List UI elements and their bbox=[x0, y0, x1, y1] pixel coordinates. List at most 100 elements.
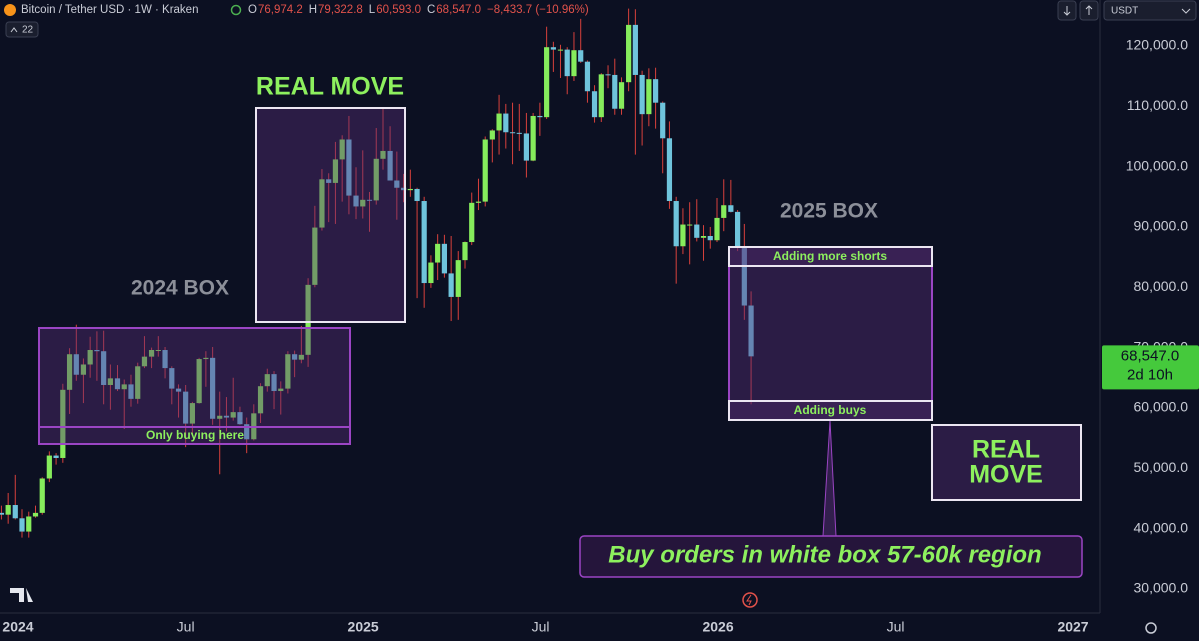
candle-body bbox=[400, 187, 407, 191]
candle-body bbox=[223, 415, 230, 418]
candle-body bbox=[305, 284, 311, 355]
currency: USDT bbox=[1111, 6, 1138, 17]
candle-body bbox=[673, 201, 679, 247]
icon bbox=[746, 594, 752, 606]
candle-body bbox=[121, 384, 127, 390]
y-tick-label: 90,000.0 bbox=[1134, 218, 1189, 234]
legend-key: L bbox=[369, 4, 376, 16]
candle-body bbox=[278, 388, 284, 392]
candle-body bbox=[475, 201, 482, 203]
candle-body bbox=[482, 139, 488, 202]
candle-body bbox=[0, 512, 5, 515]
candle-body bbox=[598, 74, 604, 118]
indicator-count: 22 bbox=[22, 25, 34, 36]
candle-body bbox=[360, 199, 366, 207]
candle-body bbox=[503, 113, 509, 133]
candle-body bbox=[326, 179, 332, 183]
candle-body bbox=[292, 354, 298, 360]
logo bbox=[10, 588, 33, 602]
candle-body bbox=[632, 24, 638, 75]
candle-body bbox=[441, 243, 448, 274]
candle-body bbox=[53, 455, 59, 458]
candle-body bbox=[135, 366, 141, 399]
x-tick-label: 2026 bbox=[702, 619, 733, 635]
candle-body bbox=[741, 246, 747, 306]
candle-body bbox=[523, 133, 529, 161]
currency-dropdown[interactable] bbox=[1103, 0, 1197, 21]
candle-body bbox=[707, 236, 713, 241]
candle-body bbox=[469, 202, 475, 243]
candle-body bbox=[612, 74, 618, 109]
candle-body bbox=[285, 354, 291, 389]
candle-body bbox=[680, 224, 686, 247]
status-icon bbox=[230, 4, 242, 16]
candle-body bbox=[87, 350, 93, 365]
annotations bbox=[38, 107, 1083, 578]
y-tick-label: 40,000.0 bbox=[1134, 519, 1189, 535]
candle-body bbox=[39, 478, 45, 513]
candle-body bbox=[489, 130, 495, 140]
x-tick-label: 2024 bbox=[2, 619, 33, 635]
candle-body bbox=[169, 368, 175, 389]
candle-body bbox=[626, 24, 632, 83]
x-tick-label: Jul bbox=[177, 619, 195, 635]
legend-key: O bbox=[248, 4, 257, 16]
candle-body bbox=[66, 354, 73, 390]
candle-body bbox=[26, 516, 32, 532]
candle-body bbox=[332, 159, 339, 183]
settings-icon[interactable] bbox=[1145, 622, 1157, 634]
candle-body bbox=[5, 505, 11, 515]
candle-body bbox=[155, 350, 161, 352]
candle-body bbox=[94, 350, 100, 352]
callout-text: Buy orders in white box 57-60k region bbox=[608, 541, 1041, 568]
candle-body bbox=[175, 388, 182, 392]
candle-body bbox=[203, 357, 209, 360]
candle-body bbox=[721, 205, 727, 218]
candle-body bbox=[366, 199, 373, 201]
indicators-button[interactable] bbox=[5, 21, 39, 38]
y-tick-label: 50,000.0 bbox=[1134, 459, 1189, 475]
candle-body bbox=[509, 132, 516, 134]
candle-body bbox=[196, 359, 202, 404]
candle-body bbox=[700, 236, 707, 238]
candle-body bbox=[101, 351, 107, 385]
x-tick-label: 2027 bbox=[1057, 619, 1088, 635]
candle-body bbox=[394, 180, 400, 188]
symbol-icon bbox=[4, 4, 16, 16]
y-tick-label: 80,000.0 bbox=[1134, 278, 1189, 294]
annotation-title: MOVE bbox=[969, 461, 1043, 489]
candle-body bbox=[346, 139, 352, 196]
candle-body bbox=[298, 354, 304, 360]
x-tick-label: Jul bbox=[532, 619, 550, 635]
chart-title: Bitcoin / Tether USD · 1W · Kraken bbox=[21, 4, 198, 16]
x-tick-label: 2025 bbox=[348, 619, 379, 635]
legend-value: 68,547.0 bbox=[436, 4, 481, 16]
candle-body bbox=[128, 384, 134, 399]
annotation-label: 2024 BOX bbox=[131, 277, 229, 300]
candle-body bbox=[455, 260, 461, 297]
candle-body bbox=[257, 386, 264, 414]
candle-body bbox=[73, 354, 79, 375]
real-move-box bbox=[255, 107, 406, 323]
annotation-note: Only buying here bbox=[146, 428, 244, 442]
icon bbox=[10, 27, 18, 33]
y-tick-label: 60,000.0 bbox=[1134, 399, 1189, 415]
candle-body bbox=[387, 150, 393, 181]
candle-body bbox=[537, 115, 543, 118]
candle-body bbox=[237, 412, 243, 425]
candle-body bbox=[80, 364, 87, 375]
candle-body bbox=[210, 357, 216, 419]
candle-body bbox=[550, 47, 556, 50]
box-2024 bbox=[38, 327, 351, 445]
legend-value: 60,593.0 bbox=[376, 4, 421, 16]
candle-body bbox=[271, 374, 277, 392]
candle-body bbox=[639, 74, 645, 115]
candle-body bbox=[591, 91, 598, 118]
candle-body bbox=[435, 243, 441, 263]
candle-body bbox=[734, 211, 741, 247]
legend-change: −8,433.7 (−10.96%) bbox=[487, 4, 589, 16]
legend-value: 79,322.8 bbox=[318, 4, 363, 16]
real-move-box bbox=[931, 424, 1082, 501]
candle-body bbox=[107, 378, 113, 385]
